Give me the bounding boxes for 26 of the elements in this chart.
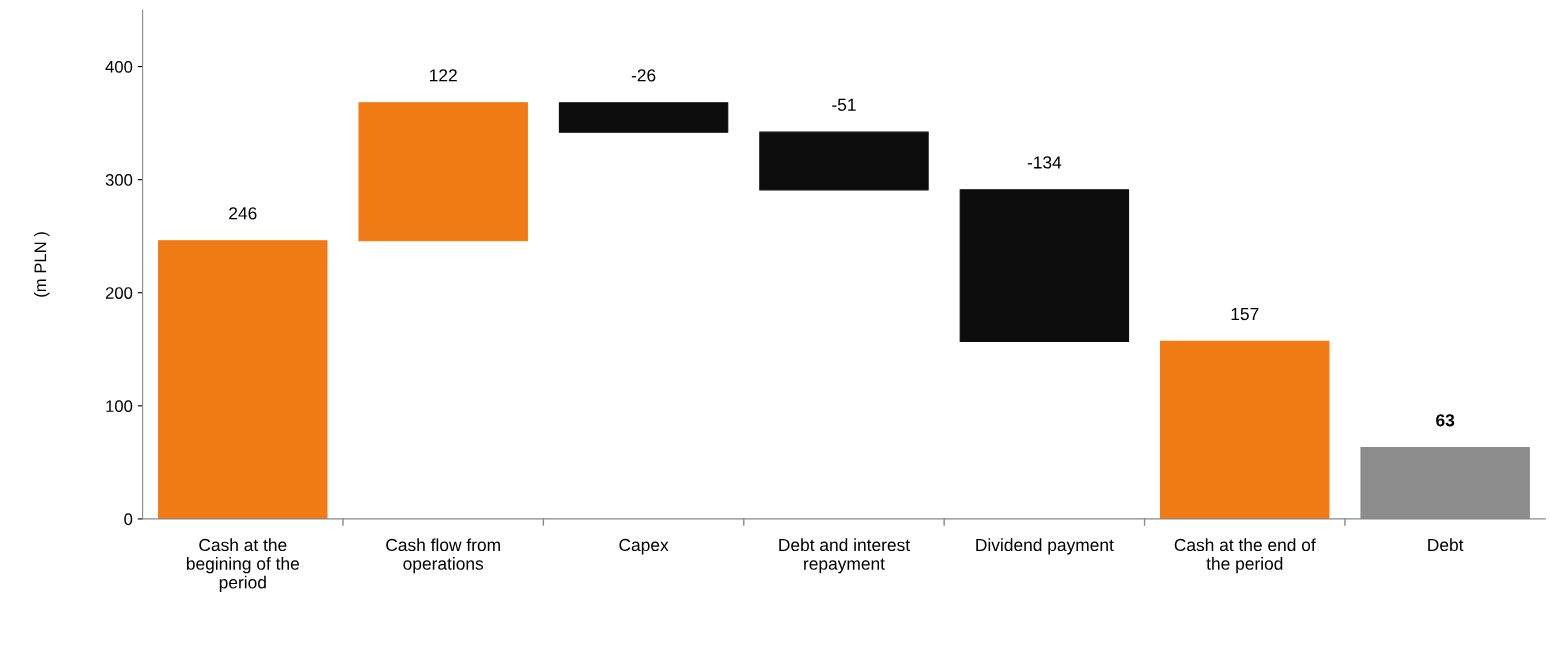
y-tick-label: 100: [106, 400, 133, 413]
x-tick-label: Debt: [1428, 538, 1464, 552]
data-label: 63: [1436, 414, 1455, 427]
data-label: -51: [832, 98, 856, 111]
x-tick-label: Capex: [619, 538, 669, 555]
y-axis-title: (m PLN ): [33, 232, 50, 297]
bar: [158, 240, 328, 519]
x-tick-label: Debt and interest repayment: [779, 538, 910, 574]
bar: [358, 102, 528, 242]
y-tick-label: 200: [105, 287, 133, 299]
bar: [759, 131, 929, 191]
x-tick-label: Cash at the begining of the period: [186, 538, 299, 592]
x-tick-label: Cash flow from operations: [386, 538, 500, 574]
bar: [1160, 340, 1330, 519]
data-label: 246: [229, 207, 257, 220]
data-label: 122: [430, 69, 457, 82]
data-label: 157: [1231, 308, 1259, 321]
y-tick-label: 300: [105, 174, 133, 186]
bar: [558, 102, 729, 133]
y-tick-label: 400: [105, 60, 133, 73]
x-tick-label: Cash at the end of the period: [1174, 538, 1316, 574]
y-tick-label: 0: [124, 513, 133, 526]
bar: [959, 189, 1130, 342]
x-tick-label: Dividend payment: [976, 538, 1114, 555]
data-label: -26: [631, 69, 656, 82]
data-label: -134: [1027, 156, 1062, 169]
